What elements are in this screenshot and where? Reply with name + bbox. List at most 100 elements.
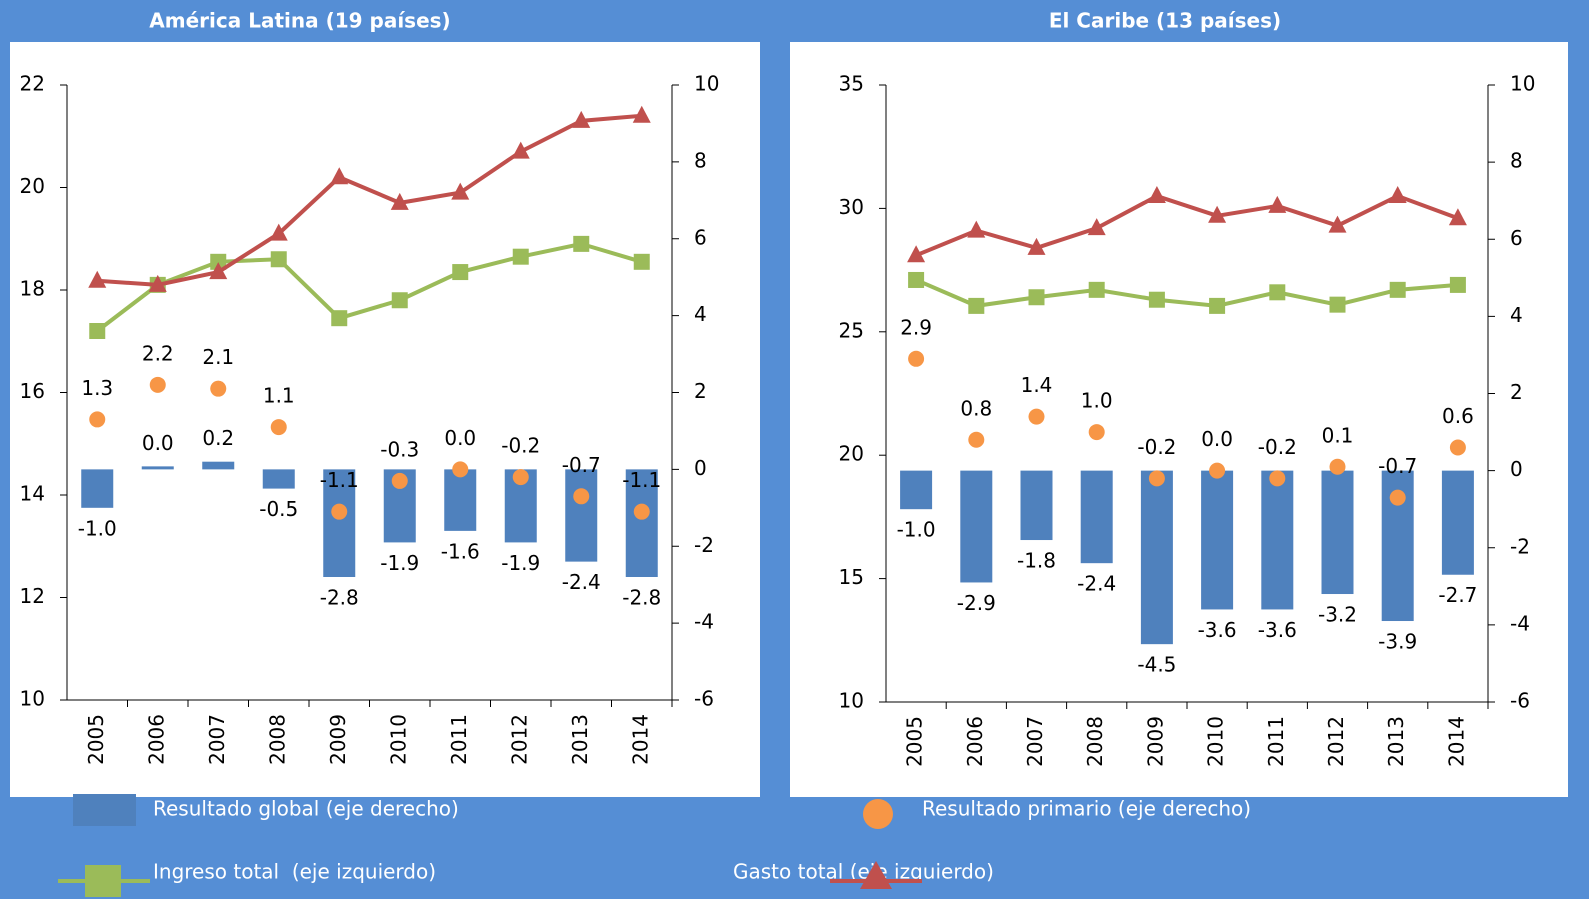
dot-label: 0.8 bbox=[960, 396, 992, 420]
dot bbox=[1028, 408, 1045, 425]
bar-label: -1.0 bbox=[78, 516, 117, 540]
legend-label: Resultado global (eje derecho) bbox=[153, 797, 459, 821]
line-marker bbox=[88, 270, 107, 288]
bar bbox=[1321, 470, 1354, 595]
dot-label: -0.3 bbox=[380, 437, 419, 461]
x-tick-label: 2005 bbox=[84, 714, 108, 765]
bar bbox=[444, 469, 477, 531]
legend-swatch bbox=[863, 799, 893, 829]
dot bbox=[452, 461, 469, 478]
line-marker bbox=[452, 264, 469, 281]
bar bbox=[1261, 470, 1294, 610]
x-tick-label: 2010 bbox=[1204, 716, 1228, 767]
dot bbox=[512, 469, 529, 486]
x-tick-label: 2014 bbox=[628, 714, 652, 765]
line bbox=[97, 113, 642, 287]
line-marker bbox=[1147, 186, 1166, 204]
bar-label: -2.4 bbox=[1077, 572, 1116, 596]
y2-tick-label: 2 bbox=[1510, 380, 1523, 404]
dot bbox=[331, 503, 348, 520]
line-marker bbox=[1449, 276, 1466, 293]
y-tick-label: 15 bbox=[839, 565, 864, 589]
dot-label: -1.1 bbox=[320, 468, 359, 492]
dot-label: 2.2 bbox=[142, 341, 174, 365]
chart-title: América Latina (19 países) bbox=[149, 9, 450, 33]
x-tick-label: 2008 bbox=[265, 714, 289, 765]
bar bbox=[323, 469, 356, 577]
bar bbox=[81, 469, 114, 508]
line-marker bbox=[331, 310, 348, 327]
line-marker bbox=[391, 292, 408, 309]
dot-label: 1.1 bbox=[263, 384, 295, 408]
line-marker bbox=[390, 192, 409, 210]
bar bbox=[1020, 470, 1053, 541]
x-tick-label: 2009 bbox=[326, 714, 350, 765]
y2-tick-label: 10 bbox=[694, 72, 719, 96]
bar bbox=[141, 466, 174, 470]
bar-label: -0.5 bbox=[259, 497, 298, 521]
x-tick-label: 2007 bbox=[205, 714, 229, 765]
y2-tick-label: -4 bbox=[694, 610, 714, 634]
y-tick-label: 14 bbox=[20, 482, 45, 506]
y2-tick-label: 10 bbox=[1510, 72, 1535, 96]
y2-tick-label: 8 bbox=[694, 148, 707, 172]
plot-background bbox=[790, 42, 1568, 797]
line-marker bbox=[210, 253, 227, 270]
legend-swatch bbox=[73, 794, 136, 826]
y-tick-label: 10 bbox=[20, 687, 45, 711]
line-marker bbox=[148, 274, 167, 292]
line-marker bbox=[330, 167, 349, 185]
dot bbox=[1449, 439, 1466, 456]
dot bbox=[149, 376, 166, 393]
y2-tick-label: -2 bbox=[694, 533, 714, 557]
dot-label: -0.2 bbox=[1137, 435, 1176, 459]
line-marker bbox=[1028, 289, 1045, 306]
line-marker bbox=[1388, 186, 1407, 204]
x-tick-label: 2006 bbox=[963, 716, 987, 767]
y2-tick-label: 2 bbox=[694, 379, 707, 403]
x-tick-label: 2011 bbox=[447, 714, 471, 765]
line-marker bbox=[1208, 205, 1227, 223]
line-marker bbox=[632, 105, 651, 123]
y2-tick-label: -2 bbox=[1510, 534, 1530, 558]
dot bbox=[210, 380, 227, 397]
y-tick-label: 20 bbox=[839, 442, 864, 466]
y2-tick-label: -6 bbox=[694, 687, 714, 711]
line-marker bbox=[451, 182, 470, 200]
dot-label: 2.1 bbox=[202, 345, 234, 369]
y2-tick-label: 4 bbox=[694, 302, 707, 326]
x-tick-label: 2008 bbox=[1083, 716, 1107, 767]
line-marker bbox=[1329, 296, 1346, 313]
line-marker bbox=[89, 323, 106, 339]
line-marker bbox=[1209, 297, 1226, 314]
y2-tick-label: 6 bbox=[694, 225, 707, 249]
dot-label: -0.7 bbox=[562, 453, 601, 477]
line-marker bbox=[269, 223, 288, 241]
dot bbox=[1209, 462, 1226, 479]
line-marker bbox=[967, 220, 986, 238]
line-marker bbox=[1448, 208, 1467, 226]
dot bbox=[573, 488, 590, 505]
y-tick-label: 35 bbox=[839, 72, 864, 96]
bar-label: -1.8 bbox=[1017, 549, 1056, 573]
bar-label: 0.2 bbox=[202, 426, 234, 450]
line-marker bbox=[1268, 195, 1287, 213]
bar-label: -2.7 bbox=[1438, 583, 1477, 607]
y-tick-label: 22 bbox=[20, 72, 45, 96]
line-marker bbox=[968, 297, 985, 314]
dot-label: -0.7 bbox=[1378, 454, 1417, 478]
bar-label: -2.9 bbox=[957, 591, 996, 615]
line-marker bbox=[1088, 281, 1105, 298]
bar bbox=[1140, 470, 1173, 645]
x-tick-label: 2005 bbox=[903, 716, 927, 767]
y2-tick-label: 0 bbox=[1510, 457, 1523, 481]
x-tick-label: 2011 bbox=[1264, 716, 1288, 767]
bar-label: -1.9 bbox=[380, 551, 419, 575]
x-tick-label: 2013 bbox=[568, 714, 592, 765]
dot bbox=[89, 411, 106, 428]
dot-label: 1.3 bbox=[81, 376, 113, 400]
line-marker bbox=[511, 141, 530, 159]
dot bbox=[1389, 489, 1406, 506]
dot bbox=[968, 431, 985, 448]
